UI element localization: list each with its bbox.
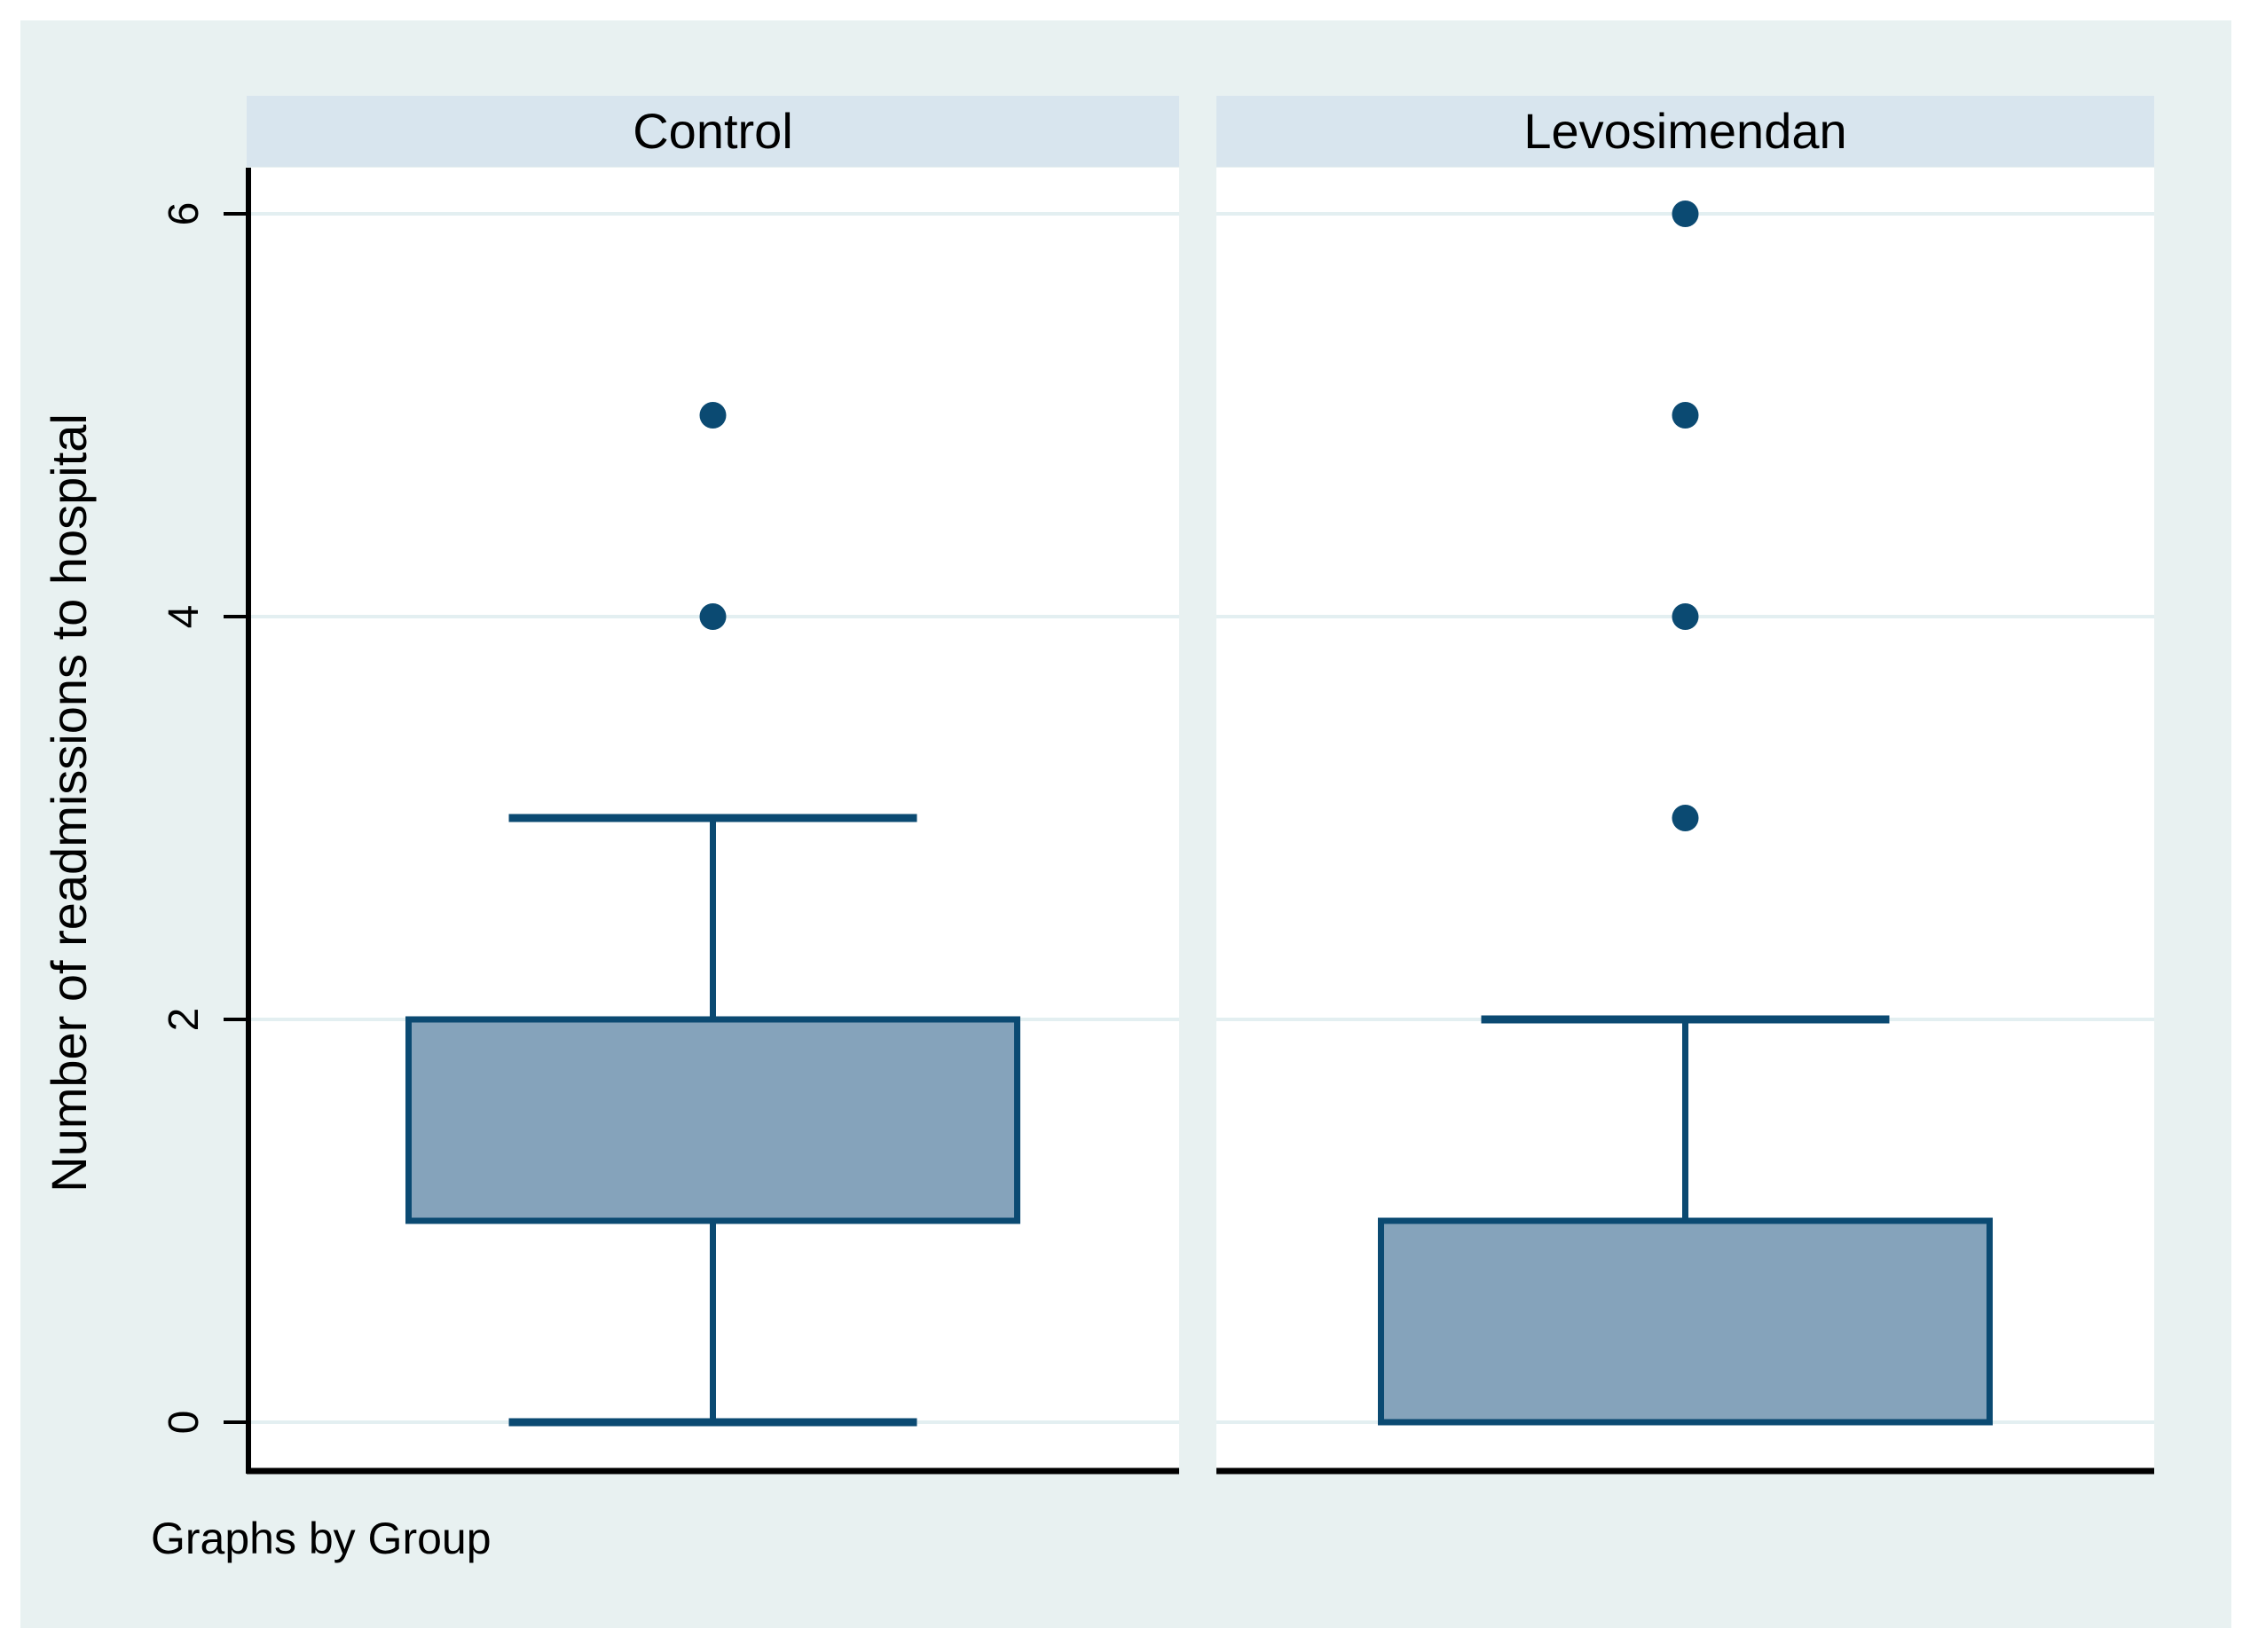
y-tick-label-0: 0: [161, 1410, 208, 1435]
outlier-dot-4-levosimendan: [1672, 603, 1699, 630]
outlier-dot-3-levosimendan: [1672, 805, 1699, 831]
outlier-dot-5-levosimendan: [1672, 402, 1699, 429]
facet-header-control: Control: [247, 96, 1179, 167]
outlier-dot-6-levosimendan: [1672, 201, 1699, 227]
iqr-box-levosimendan: [1378, 1217, 1993, 1426]
facet-title-levosimendan: Levosimendan: [1523, 103, 1847, 159]
by-group-note: Graphs by Group: [151, 1514, 492, 1563]
facet-header-levosimendan: Levosimendan: [1216, 96, 2154, 167]
iqr-box-control: [405, 1016, 1020, 1224]
outlier-dot-5-control: [699, 402, 727, 429]
y-tick-label-6: 6: [161, 201, 208, 226]
y-axis-title: Number of readmissions to hospital: [41, 413, 97, 1192]
outlier-dot-4-control: [699, 603, 727, 630]
y-tick-label-4: 4: [161, 604, 208, 629]
facet-title-control: Control: [633, 103, 793, 159]
y-tick-label-2: 2: [161, 1007, 208, 1032]
